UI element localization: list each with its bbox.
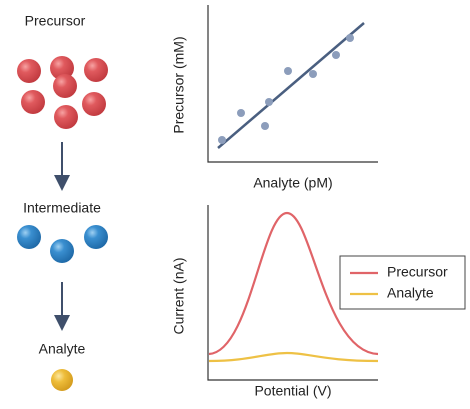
legend-label: Analyte [387, 285, 434, 301]
intermediate-molecules [17, 225, 108, 263]
y-axis-label: Current (nA) [171, 257, 187, 334]
stage-label: Intermediate [23, 200, 101, 216]
precursor-molecules [17, 56, 108, 129]
figure: Precursor Intermediate Analyte Precursor… [0, 0, 470, 404]
legend-label: Precursor [387, 264, 448, 280]
stage-label: Precursor [25, 13, 86, 29]
x-axis-label: Potential (V) [254, 383, 331, 399]
x-axis-label: Analyte (pM) [253, 175, 332, 191]
analyte-molecule [51, 369, 73, 391]
calibration-plot: Precursor (mM) Analyte (pM) [171, 5, 378, 191]
y-axis-label: Precursor (mM) [171, 36, 187, 133]
voltammogram-plot: Current (nA) Potential (V) Precursor Ana… [171, 205, 465, 399]
stage-label: Analyte [39, 341, 86, 357]
page: {"stages": [{"label": "Precursor"}, {"la… [0, 0, 470, 404]
